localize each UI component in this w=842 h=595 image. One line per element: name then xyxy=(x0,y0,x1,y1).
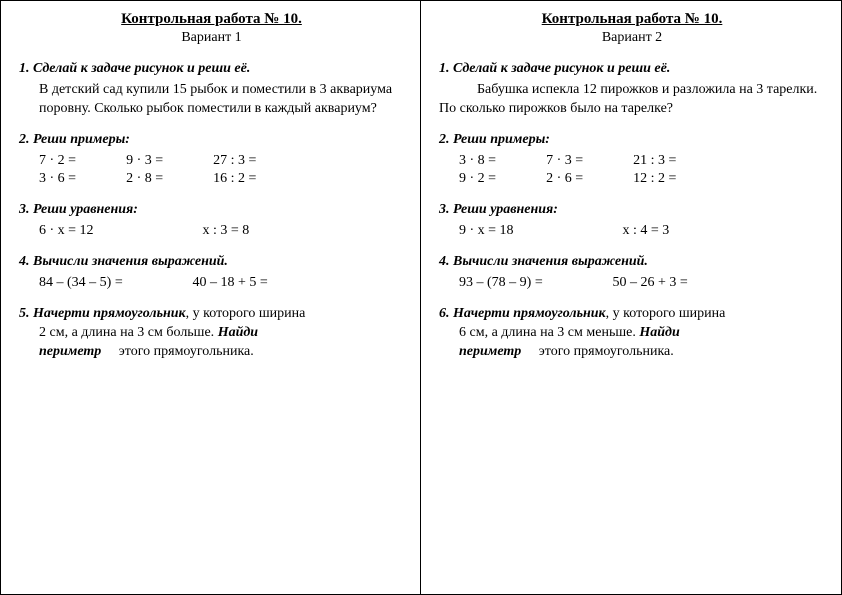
task-head: 2. Реши примеры: xyxy=(439,131,825,150)
task-3: 3. Реши уравнения: 6 · х = 12 х : 3 = 8 xyxy=(19,201,404,241)
examples-row: 3 · 6 = 2 · 8 = 16 : 2 = xyxy=(39,170,256,189)
example: 27 : 3 = xyxy=(213,152,256,171)
plain-text: этого прямоугольника. xyxy=(521,344,673,359)
problem-text: Бабушка испекла 12 пирожков и разложила … xyxy=(439,81,825,119)
equation: х : 4 = 3 xyxy=(623,223,670,238)
example: 3 · 8 = xyxy=(459,152,546,171)
variant-column-1: Контрольная работа № 10. Вариант 1 1. Сд… xyxy=(1,1,421,594)
task-title: Реши уравнения: xyxy=(453,202,558,217)
task-number: 2. xyxy=(19,132,33,147)
equations-row: 9 · х = 18 х : 4 = 3 xyxy=(439,222,825,241)
example: 7 · 2 = xyxy=(39,152,126,171)
equation: 9 · х = 18 xyxy=(459,222,619,241)
equation: х : 3 = 8 xyxy=(203,223,250,238)
task-head: 4. Вычисли значения выражений. xyxy=(19,253,404,272)
examples-row: 7 · 2 = 9 · 3 = 27 : 3 = xyxy=(39,152,256,171)
task-1: 1. Сделай к задаче рисунок и реши её. Ба… xyxy=(439,60,825,119)
task-body: Бабушка испекла 12 пирожков и разложила … xyxy=(439,81,825,119)
example: 7 · 3 = xyxy=(546,152,633,171)
examples-row: 9 · 2 = 2 · 6 = 12 : 2 = xyxy=(459,170,676,189)
variant-column-2: Контрольная работа № 10. Вариант 2 1. Сд… xyxy=(421,1,841,594)
task-number: 4. xyxy=(439,254,453,269)
task-title: Реши примеры: xyxy=(453,132,550,147)
task-number: 6. xyxy=(439,306,453,321)
task-line: 5. Начерти прямоугольник, у которого шир… xyxy=(19,305,404,324)
task-head: 3. Реши уравнения: xyxy=(19,201,404,220)
examples-table: 7 · 2 = 9 · 3 = 27 : 3 = 3 · 6 = 2 · 8 =… xyxy=(19,152,256,190)
task-line: периметр этого прямоугольника. xyxy=(19,343,404,362)
task-5: 6. Начерти прямоугольник, у которого шир… xyxy=(439,305,825,362)
task-title: Реши уравнения: xyxy=(33,202,138,217)
task-2: 2. Реши примеры: 3 · 8 = 7 · 3 = 21 : 3 … xyxy=(439,131,825,190)
task-title: Сделай к задаче рисунок и реши её. xyxy=(33,61,250,76)
task-3: 3. Реши уравнения: 9 · х = 18 х : 4 = 3 xyxy=(439,201,825,241)
task-head: 1. Сделай к задаче рисунок и реши её. xyxy=(19,60,404,79)
example: 9 · 2 = xyxy=(459,170,546,189)
example: 2 · 8 = xyxy=(126,170,213,189)
expressions-row: 93 – (78 – 9) = 50 – 26 + 3 = xyxy=(439,274,825,293)
task-number: 1. xyxy=(439,61,453,76)
task-2: 2. Реши примеры: 7 · 2 = 9 · 3 = 27 : 3 … xyxy=(19,131,404,190)
task-title: Вычисли значения выражений. xyxy=(33,254,228,269)
example: 2 · 6 = xyxy=(546,170,633,189)
task-number: 3. xyxy=(439,202,453,217)
examples-table: 3 · 8 = 7 · 3 = 21 : 3 = 9 · 2 = 2 · 6 =… xyxy=(439,152,676,190)
task-4: 4. Вычисли значения выражений. 93 – (78 … xyxy=(439,253,825,293)
plain-text: , у которого ширина xyxy=(186,306,306,321)
task-number: 2. xyxy=(439,132,453,147)
bold-italic-text: периметр xyxy=(459,344,521,359)
task-1: 1. Сделай к задаче рисунок и реши её. В … xyxy=(19,60,404,119)
header: Контрольная работа № 10. Вариант 2 xyxy=(439,11,825,46)
variant-label: Вариант 2 xyxy=(439,30,825,46)
task-line: 2 см, а длина на 3 см больше. Найди xyxy=(19,324,404,343)
example: 12 : 2 = xyxy=(633,170,676,189)
expressions-row: 84 – (34 – 5) = 40 – 18 + 5 = xyxy=(19,274,404,293)
task-head: 4. Вычисли значения выражений. xyxy=(439,253,825,272)
examples-row: 3 · 8 = 7 · 3 = 21 : 3 = xyxy=(459,152,676,171)
plain-text: 2 см, а длина на 3 см больше. xyxy=(39,325,218,340)
task-line: периметр этого прямоугольника. xyxy=(439,343,825,362)
task-line: 6 см, а длина на 3 см меньше. Найди xyxy=(439,324,825,343)
task-head: 2. Реши примеры: xyxy=(19,131,404,150)
bold-italic-text: Начерти прямоугольник xyxy=(453,306,606,321)
example: 16 : 2 = xyxy=(213,170,256,189)
task-number: 4. xyxy=(19,254,33,269)
example: 21 : 3 = xyxy=(633,152,676,171)
task-5: 5. Начерти прямоугольник, у которого шир… xyxy=(19,305,404,362)
plain-text: , у которого ширина xyxy=(606,306,726,321)
task-body: В детский сад купили 15 рыбок и поместил… xyxy=(19,81,404,119)
plain-text: 6 см, а длина на 3 см меньше. xyxy=(459,325,639,340)
equation: 6 · х = 12 xyxy=(39,222,199,241)
bold-italic-text: Найди xyxy=(218,325,258,340)
task-title: Реши примеры: xyxy=(33,132,130,147)
task-title: Сделай к задаче рисунок и реши её. xyxy=(453,61,670,76)
expression: 84 – (34 – 5) = xyxy=(39,274,189,293)
task-4: 4. Вычисли значения выражений. 84 – (34 … xyxy=(19,253,404,293)
task-number: 5. xyxy=(19,306,33,321)
example: 9 · 3 = xyxy=(126,152,213,171)
variant-label: Вариант 1 xyxy=(19,30,404,46)
worksheet-page: Контрольная работа № 10. Вариант 1 1. Сд… xyxy=(0,0,842,595)
task-line: 6. Начерти прямоугольник, у которого шир… xyxy=(439,305,825,324)
example: 3 · 6 = xyxy=(39,170,126,189)
bold-italic-text: Начерти прямоугольник xyxy=(33,306,186,321)
title: Контрольная работа № 10. xyxy=(19,11,404,28)
expression: 93 – (78 – 9) = xyxy=(459,274,609,293)
bold-italic-text: периметр xyxy=(39,344,101,359)
bold-italic-text: Найди xyxy=(639,325,679,340)
task-number: 1. xyxy=(19,61,33,76)
expression: 40 – 18 + 5 = xyxy=(193,275,268,290)
title: Контрольная работа № 10. xyxy=(439,11,825,28)
plain-text: этого прямоугольника. xyxy=(101,344,253,359)
task-title: Вычисли значения выражений. xyxy=(453,254,648,269)
header: Контрольная работа № 10. Вариант 1 xyxy=(19,11,404,46)
task-number: 3. xyxy=(19,202,33,217)
problem-text: В детский сад купили 15 рыбок и поместил… xyxy=(39,82,392,116)
task-head: 1. Сделай к задаче рисунок и реши её. xyxy=(439,60,825,79)
expression: 50 – 26 + 3 = xyxy=(613,275,688,290)
equations-row: 6 · х = 12 х : 3 = 8 xyxy=(19,222,404,241)
task-head: 3. Реши уравнения: xyxy=(439,201,825,220)
